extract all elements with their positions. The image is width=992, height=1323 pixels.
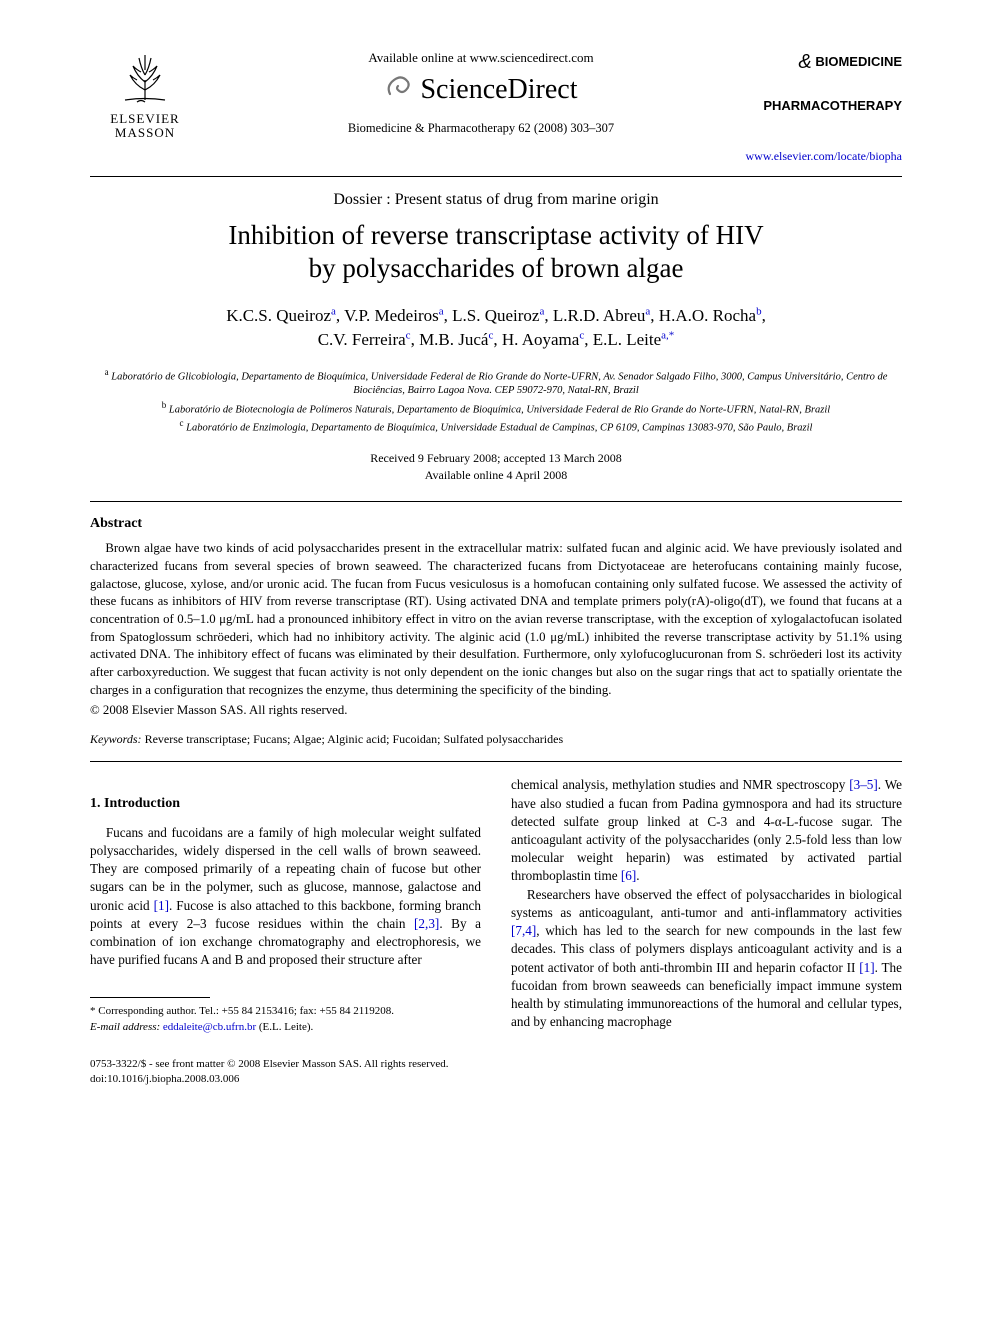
right-column: chemical analysis, methylation studies a…: [511, 776, 902, 1087]
front-matter-info: 0753-3322/$ - see front matter © 2008 El…: [90, 1057, 481, 1087]
article-dates: Received 9 February 2008; accepted 13 Ma…: [90, 450, 902, 484]
sciencedirect-logo: ScienceDirect: [384, 72, 577, 107]
abstract-heading: Abstract: [90, 516, 902, 532]
left-column: 1. Introduction Fucans and fucoidans are…: [90, 776, 481, 1087]
ref-link[interactable]: [1]: [859, 960, 874, 975]
sciencedirect-swirl-icon: [384, 72, 412, 107]
sciencedirect-text: ScienceDirect: [420, 74, 577, 106]
abstract-body: Brown algae have two kinds of acid polys…: [90, 540, 902, 699]
article-title: Inhibition of reverse transcriptase acti…: [130, 219, 862, 287]
header: ELSEVIER MASSON Available online at www.…: [90, 50, 902, 141]
footnote-rule: [90, 997, 210, 998]
journal-logo: & BIOMEDICINE & PHARMACOTHERAPY: [762, 50, 902, 114]
ref-link[interactable]: [7,4]: [511, 923, 536, 938]
header-rule: [90, 176, 902, 177]
available-online-text: Available online at www.sciencedirect.co…: [200, 50, 762, 66]
ref-link[interactable]: [2,3]: [414, 916, 439, 931]
publisher-name: ELSEVIER MASSON: [90, 112, 200, 141]
center-header: Available online at www.sciencedirect.co…: [200, 50, 762, 136]
elsevier-tree-icon: [90, 50, 200, 112]
ref-link[interactable]: [1]: [154, 898, 169, 913]
intro-paragraph-2: Researchers have observed the effect of …: [511, 886, 902, 1032]
keywords: Keywords: Reverse transcriptase; Fucans;…: [90, 732, 902, 747]
email-link[interactable]: eddaleite@cb.ufrn.br: [163, 1021, 256, 1033]
authors-block: K.C.S. Queiroza, V.P. Medeirosa, L.S. Qu…: [110, 304, 882, 352]
dossier-line: Dossier : Present status of drug from ma…: [90, 191, 902, 209]
abstract-top-rule: [90, 501, 902, 502]
intro-heading: 1. Introduction: [90, 794, 481, 813]
corresponding-author-footnote: * Corresponding author. Tel.: +55 84 215…: [90, 1004, 481, 1035]
intro-paragraph-1: Fucans and fucoidans are a family of hig…: [90, 824, 481, 970]
ref-link[interactable]: [3–5]: [849, 777, 878, 792]
abstract-bottom-rule: [90, 761, 902, 762]
intro-paragraph-1-cont: chemical analysis, methylation studies a…: [511, 776, 902, 885]
body-columns: 1. Introduction Fucans and fucoidans are…: [90, 776, 902, 1087]
journal-reference: Biomedicine & Pharmacotherapy 62 (2008) …: [200, 121, 762, 136]
abstract-copyright: © 2008 Elsevier Masson SAS. All rights r…: [90, 703, 902, 718]
journal-site-link[interactable]: www.elsevier.com/locate/biopha: [90, 149, 902, 164]
publisher-logo: ELSEVIER MASSON: [90, 50, 200, 141]
ref-link[interactable]: [6]: [621, 868, 636, 883]
affiliations: a Laboratório de Glicobiologia, Departam…: [90, 366, 902, 436]
